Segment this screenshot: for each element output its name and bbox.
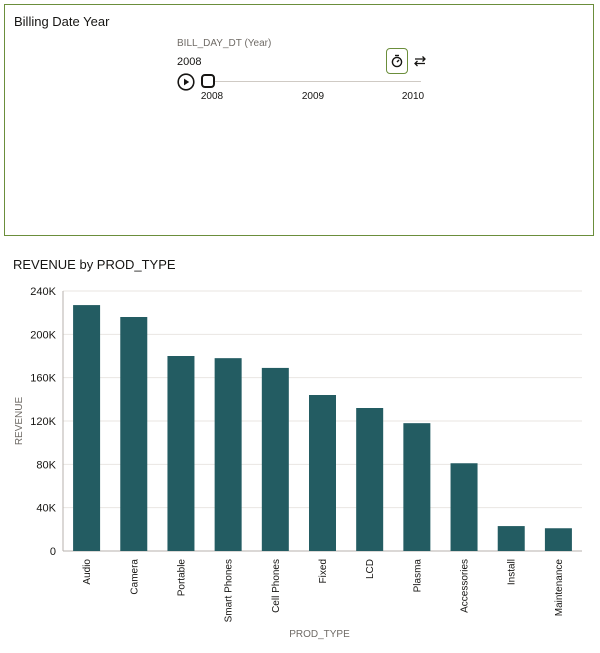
x-axis-title: PROD_TYPE — [289, 629, 350, 640]
y-tick-label: 0 — [50, 546, 56, 558]
y-tick-label: 120K — [30, 416, 56, 428]
loop-button[interactable] — [410, 51, 430, 71]
x-tick-label: Plasma — [412, 559, 423, 593]
bar — [214, 358, 242, 551]
bar — [544, 528, 572, 551]
bar — [261, 367, 289, 551]
x-tick-label: Fixed — [318, 559, 329, 583]
y-tick-label: 40K — [36, 503, 56, 515]
x-tick-label: Maintenance — [554, 559, 565, 617]
x-tick-label: Portable — [176, 559, 187, 597]
x-tick-label: Audio — [82, 559, 93, 585]
bar — [120, 317, 148, 551]
panel-title: Billing Date Year — [14, 14, 110, 29]
x-tick-label: Accessories — [460, 559, 471, 613]
chart-title: REVENUE by PROD_TYPE — [13, 257, 176, 272]
x-tick-label: Install — [507, 559, 518, 585]
play-button[interactable] — [177, 73, 195, 91]
bar — [309, 395, 336, 551]
timer-icon — [391, 54, 403, 68]
x-tick-label: LCD — [365, 559, 376, 579]
slider-track[interactable] — [208, 81, 421, 82]
slider-tick-label: 2010 — [401, 91, 425, 102]
slider-label: BILL_DAY_DT (Year) — [177, 38, 272, 49]
y-axis-title: REVENUE — [14, 397, 25, 446]
bar — [167, 356, 195, 551]
y-tick-label: 240K — [30, 286, 56, 298]
x-tick-label: Smart Phones — [224, 559, 235, 622]
bar — [497, 526, 525, 551]
filter-panel: Billing Date Year BILL_DAY_DT (Year) 200… — [4, 4, 594, 236]
play-speed-button[interactable] — [386, 48, 408, 74]
x-tick-label: Cell Phones — [271, 559, 282, 613]
loop-icon — [414, 56, 426, 67]
slider-thumb[interactable] — [201, 74, 215, 88]
bar — [403, 423, 431, 551]
slider-current-value: 2008 — [177, 56, 202, 68]
play-icon — [177, 73, 195, 91]
bar — [356, 408, 384, 551]
y-tick-label: 80K — [36, 459, 56, 471]
y-tick-label: 160K — [30, 373, 56, 385]
slider-tick-label: 2009 — [301, 91, 325, 102]
x-tick-label: Camera — [129, 559, 140, 595]
slider-tick-label: 2008 — [200, 91, 224, 102]
y-tick-label: 200K — [30, 329, 56, 341]
bar — [450, 463, 478, 551]
bar — [73, 305, 101, 551]
